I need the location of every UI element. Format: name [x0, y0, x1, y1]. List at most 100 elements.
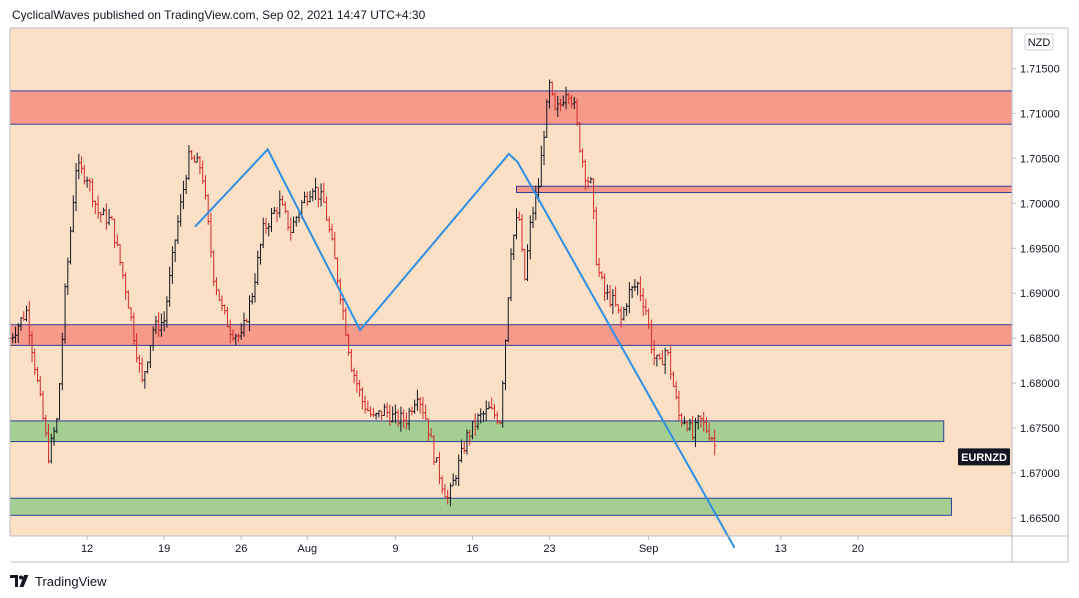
candle — [220, 295, 224, 311]
time-tick-label: 20 — [852, 543, 864, 555]
candle — [663, 347, 667, 375]
candle — [581, 148, 585, 168]
candle — [77, 153, 81, 180]
candle — [523, 248, 527, 281]
candle — [212, 250, 216, 287]
candle — [275, 206, 279, 223]
candle — [55, 417, 59, 434]
candle — [52, 427, 56, 446]
candle — [336, 257, 340, 285]
candle — [561, 95, 565, 107]
symbol-price-label: EURNZD — [958, 448, 1010, 466]
time-tick-label: 12 — [81, 543, 93, 555]
candle — [110, 215, 114, 220]
candle — [228, 319, 232, 343]
candle — [652, 340, 656, 366]
candle — [209, 212, 213, 258]
candle — [49, 433, 53, 464]
price-tick-label: 1.69500 — [1020, 243, 1060, 255]
candle — [597, 258, 601, 278]
candle — [669, 346, 673, 380]
candle — [192, 154, 196, 163]
candle — [234, 333, 238, 346]
price-tick-label: 1.67000 — [1020, 468, 1060, 480]
candle — [371, 407, 375, 418]
candle — [481, 410, 485, 422]
candle — [99, 211, 103, 223]
candle — [330, 223, 334, 241]
candle — [531, 206, 535, 229]
price-tick-label: 1.66500 — [1020, 513, 1060, 525]
candle — [80, 156, 84, 174]
candle — [214, 277, 218, 296]
candle — [418, 396, 422, 414]
candle — [696, 414, 700, 430]
candle — [674, 381, 678, 400]
candle — [594, 206, 598, 266]
candle — [380, 410, 384, 420]
candle — [391, 406, 395, 423]
zone-resistance-1 — [516, 185, 1013, 194]
zone-support-4 — [9, 497, 952, 516]
candle — [382, 403, 386, 416]
candle — [236, 333, 240, 343]
candle — [448, 482, 452, 507]
candle — [435, 457, 439, 463]
candle — [426, 418, 430, 443]
candle — [658, 353, 662, 360]
candle — [322, 182, 326, 203]
candle — [272, 206, 276, 215]
candle — [490, 397, 494, 410]
candle — [608, 285, 612, 308]
candle — [407, 407, 411, 431]
candle — [316, 186, 320, 208]
candle — [259, 243, 262, 265]
currency-label: NZD — [1024, 33, 1054, 51]
candle — [327, 216, 331, 233]
price-tick-label: 1.71000 — [1020, 108, 1060, 120]
candle — [575, 98, 579, 127]
candle — [303, 191, 307, 204]
candle — [710, 436, 714, 442]
candle — [179, 194, 183, 227]
candle — [126, 290, 130, 309]
candle — [415, 389, 419, 411]
candle — [270, 208, 274, 232]
zone-resistance-0 — [9, 90, 1013, 125]
candle — [520, 214, 524, 253]
candle — [638, 276, 642, 301]
candle — [600, 271, 604, 280]
candle — [388, 404, 392, 426]
wave-trendline — [194, 147, 736, 549]
candle — [289, 217, 293, 241]
candle — [633, 279, 637, 292]
candle — [11, 332, 15, 344]
candle — [627, 282, 631, 314]
time-axis[interactable]: 12 19 26 Aug 9 16 23 Sep 13 20 — [81, 536, 864, 555]
candle — [107, 208, 111, 226]
candle — [113, 218, 117, 249]
candle — [14, 326, 18, 344]
price-axis[interactable]: 1.71500 1.71000 1.70500 1.70000 1.69500 1.690… — [1012, 63, 1060, 525]
candle — [680, 413, 684, 427]
candle — [283, 201, 287, 214]
candle — [619, 306, 623, 328]
candle — [102, 207, 106, 216]
candle — [60, 332, 64, 391]
candle — [611, 289, 615, 315]
candle — [432, 435, 436, 465]
candle — [553, 92, 557, 111]
candle — [157, 312, 161, 337]
tradingview-logo[interactable]: TradingView — [10, 571, 107, 591]
candle — [468, 429, 472, 446]
candle — [682, 416, 686, 425]
candle — [671, 371, 675, 387]
candle — [622, 306, 626, 321]
candle — [528, 215, 532, 260]
time-tick-label: 23 — [543, 543, 555, 555]
price-tick-label: 1.71500 — [1020, 63, 1060, 75]
candle — [586, 176, 590, 189]
candle — [82, 165, 86, 185]
candle — [501, 380, 505, 428]
